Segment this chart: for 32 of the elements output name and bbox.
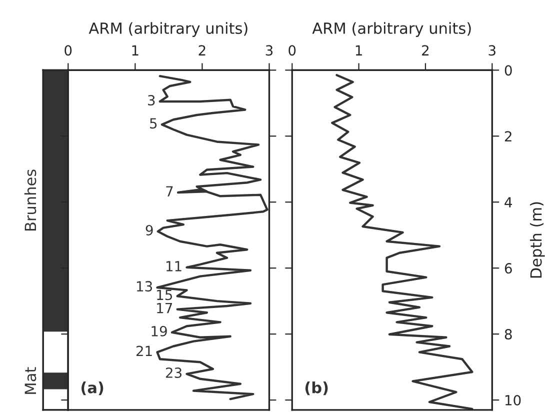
y-tick-label: 0 <box>504 65 512 76</box>
annotation: 9 <box>146 224 153 236</box>
x-tick-label: 2 <box>198 45 206 56</box>
annotation: 19 <box>152 326 167 336</box>
annotation: 7 <box>166 186 173 196</box>
annotation: 15 <box>157 290 172 300</box>
y-tick-label: 4 <box>504 197 512 208</box>
annotation: 11 <box>166 261 182 272</box>
x-tick-label: 0 <box>288 45 296 56</box>
legend-label: Brunhes <box>24 170 36 231</box>
text: Mat <box>24 367 36 394</box>
annotation: (b) <box>305 382 328 396</box>
y-tick-label: 8 <box>504 329 512 340</box>
x-axis-title: ARM (arbitrary units) <box>88 22 248 37</box>
annotation: 21 <box>136 346 152 356</box>
x-axis-title: ARM (arbitrary units) <box>312 22 471 37</box>
annotation: (a) <box>82 382 104 396</box>
x-tick-label: 2 <box>422 45 428 56</box>
y-tick-label: 6 <box>504 263 512 274</box>
annotation: 23 <box>166 367 182 378</box>
annotation: 3 <box>148 95 155 106</box>
x-tick-label: 1 <box>132 45 138 56</box>
y-tick-label: 2 <box>504 131 512 142</box>
x-tick-label: 3 <box>266 45 273 56</box>
x-tick-label: 1 <box>356 45 362 56</box>
annotation: 13 <box>136 281 152 292</box>
y-axis-title: Depth (m) <box>530 202 545 278</box>
x-tick-label: 0 <box>64 45 72 56</box>
annotation: 17 <box>157 303 172 314</box>
y-tick-label: 10 <box>505 394 521 406</box>
annotation: 5 <box>150 118 157 129</box>
x-tick-label: 3 <box>488 45 496 56</box>
